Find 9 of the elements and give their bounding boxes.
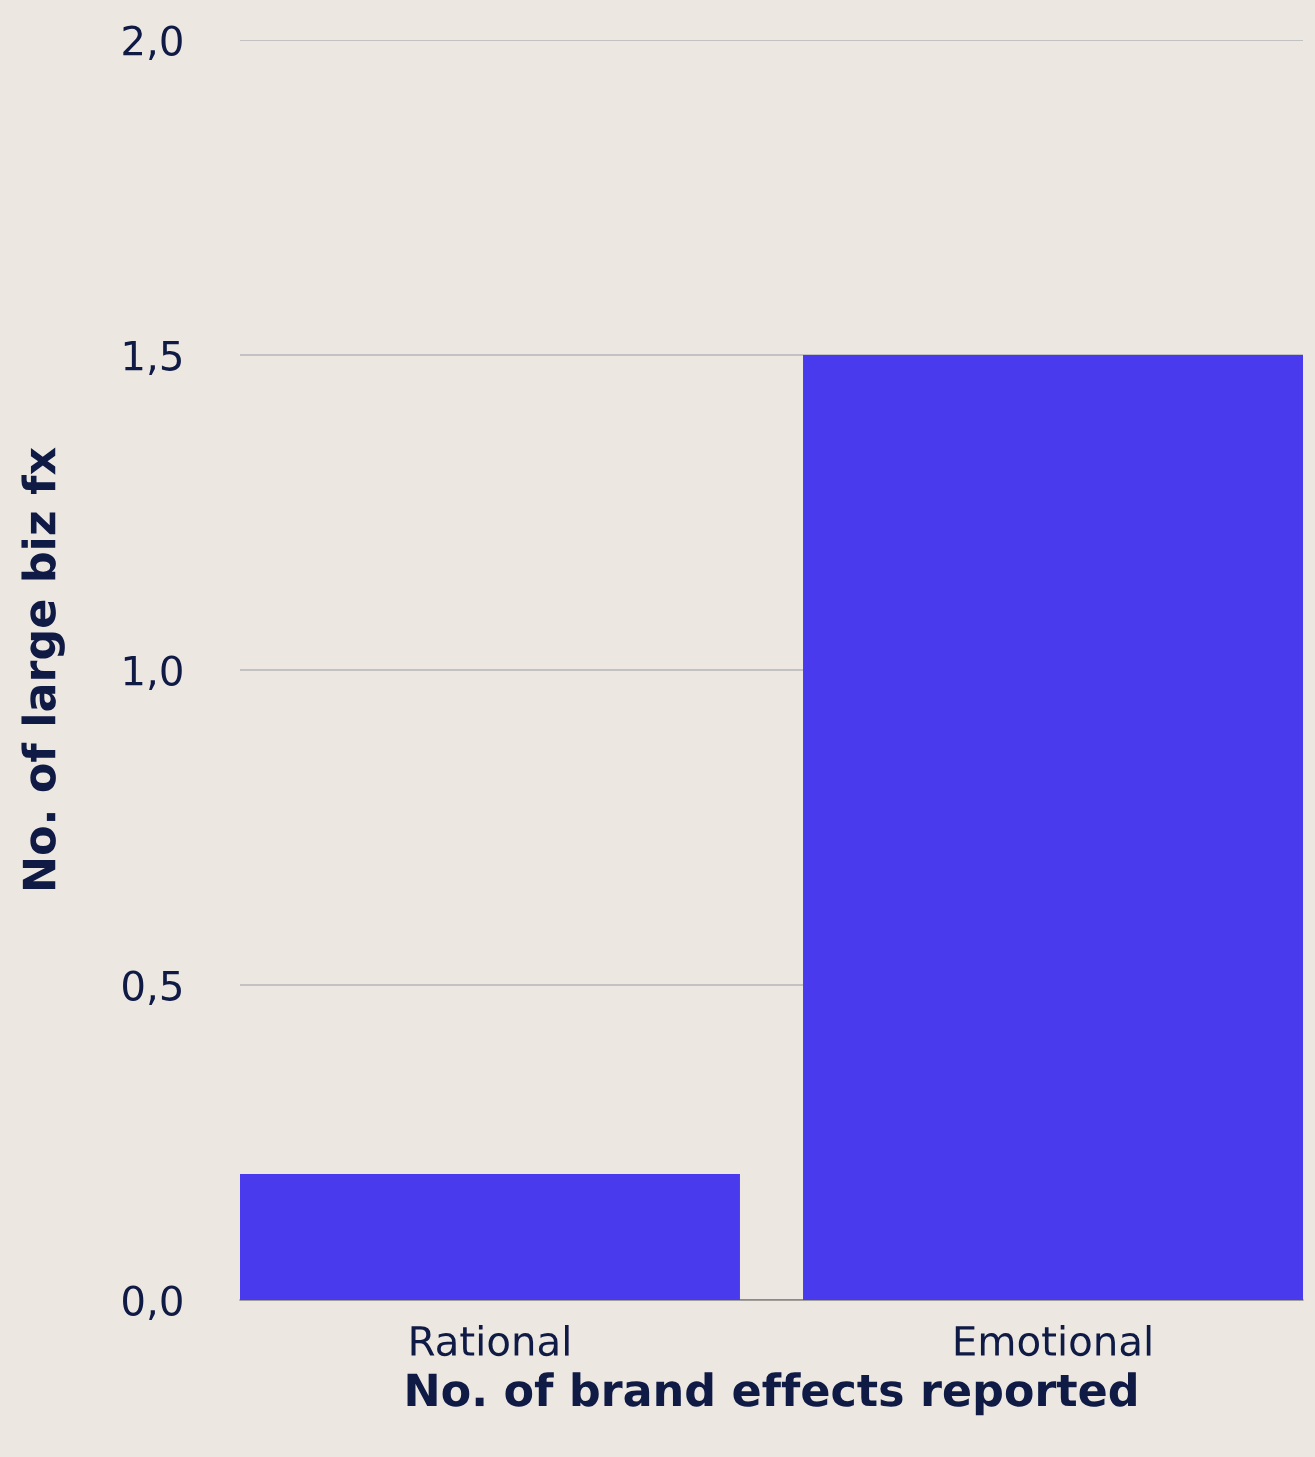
x-tick-label: Rational — [411, 1325, 569, 1357]
x-tick-label: Emotional — [955, 1325, 1151, 1357]
y-axis-title: No. of large biz fx — [21, 447, 65, 890]
y-tick-label: 1,5 — [124, 340, 181, 375]
y-tick-label: 0,0 — [123, 1285, 182, 1320]
y-tick-label: 1,0 — [124, 655, 182, 690]
y-tick-label: 0,5 — [123, 970, 181, 1005]
y-tick-label: 2,0 — [123, 25, 182, 60]
x-axis-title: No. of brand effects reported — [407, 1372, 1136, 1416]
